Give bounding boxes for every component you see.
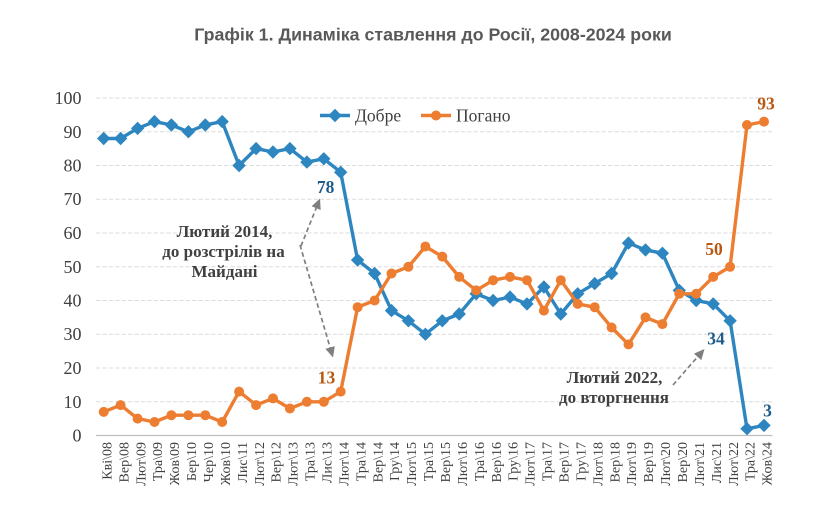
svg-text:Вер\12: Вер\12	[270, 442, 285, 482]
svg-text:до розстрілів на: до розстрілів на	[162, 242, 285, 261]
svg-text:Чер\10: Чер\10	[202, 442, 217, 482]
svg-text:20: 20	[64, 358, 82, 378]
svg-text:Майдані: Майдані	[192, 262, 258, 281]
svg-text:60: 60	[64, 223, 82, 243]
svg-text:Лют\12: Лют\12	[253, 442, 268, 486]
svg-text:Лют\19: Лют\19	[625, 442, 640, 486]
svg-text:Лют\17: Лют\17	[524, 442, 539, 486]
svg-text:до вторгнення: до вторгнення	[559, 388, 669, 407]
svg-text:Добре: Добре	[355, 106, 401, 126]
svg-text:Лют\09: Лют\09	[134, 442, 149, 486]
svg-text:Кві\08: Кві\08	[100, 442, 115, 480]
svg-text:90: 90	[64, 122, 82, 142]
svg-text:40: 40	[64, 291, 82, 311]
svg-text:Лют\14: Лют\14	[337, 442, 352, 486]
svg-text:100: 100	[55, 88, 82, 108]
svg-text:Тра\15: Тра\15	[422, 442, 437, 481]
svg-text:Тра\14: Тра\14	[354, 442, 369, 481]
svg-text:Тра\17: Тра\17	[541, 442, 556, 481]
svg-text:Вер\14: Вер\14	[371, 442, 386, 482]
svg-text:13: 13	[318, 368, 336, 388]
svg-text:Лют\15: Лют\15	[405, 442, 420, 486]
svg-text:Лис\21: Лис\21	[710, 442, 725, 483]
svg-text:Жов\10: Жов\10	[219, 442, 234, 485]
svg-text:Тра\09: Тра\09	[151, 442, 166, 481]
svg-text:10: 10	[64, 392, 82, 412]
svg-text:50: 50	[705, 239, 723, 259]
svg-text:93: 93	[757, 93, 775, 113]
svg-text:70: 70	[64, 189, 82, 209]
svg-text:Погано: Погано	[456, 106, 511, 126]
svg-text:Лют\20: Лют\20	[659, 442, 674, 486]
svg-text:Лют\22: Лют\22	[727, 442, 742, 486]
svg-text:3: 3	[763, 401, 772, 421]
svg-text:Лис\11: Лис\11	[236, 442, 251, 483]
svg-text:Лютий 2022,: Лютий 2022,	[567, 368, 663, 387]
svg-text:Жов\09: Жов\09	[168, 442, 183, 485]
svg-text:Вер\15: Вер\15	[439, 442, 454, 482]
svg-text:Тра\22: Тра\22	[744, 442, 759, 481]
svg-text:Лют\18: Лют\18	[591, 442, 606, 486]
svg-text:Вер\17: Вер\17	[558, 442, 573, 482]
svg-text:Вер\19: Вер\19	[642, 442, 657, 482]
svg-text:Гру\14: Гру\14	[388, 442, 403, 481]
svg-text:Тра\13: Тра\13	[304, 442, 319, 481]
svg-text:Графік 1. Динаміка ставлення д: Графік 1. Динаміка ставлення до Росії, 2…	[194, 25, 672, 45]
svg-text:Жов\24: Жов\24	[761, 442, 776, 485]
svg-text:Лис\13: Лис\13	[321, 442, 336, 483]
svg-text:0: 0	[73, 426, 82, 446]
svg-text:30: 30	[64, 324, 82, 344]
svg-text:Гру\16: Гру\16	[507, 442, 522, 481]
svg-text:34: 34	[707, 329, 725, 349]
svg-text:Тра\16: Тра\16	[473, 442, 488, 481]
svg-text:Вер\20: Вер\20	[676, 442, 691, 482]
svg-text:Гру\17: Гру\17	[574, 442, 589, 481]
svg-text:80: 80	[64, 156, 82, 176]
svg-text:Лют\16: Лют\16	[456, 442, 471, 486]
svg-text:Вер\08: Вер\08	[117, 442, 132, 482]
svg-text:Лют\21: Лют\21	[693, 442, 708, 486]
svg-text:Лютий 2014,: Лютий 2014,	[177, 222, 273, 241]
svg-text:Вер\16: Вер\16	[490, 442, 505, 482]
svg-text:50: 50	[64, 257, 82, 277]
svg-text:Бер\10: Бер\10	[185, 442, 200, 481]
svg-text:Вер\18: Вер\18	[608, 442, 623, 482]
svg-text:Лют\13: Лют\13	[287, 442, 302, 486]
svg-text:78: 78	[317, 177, 335, 197]
